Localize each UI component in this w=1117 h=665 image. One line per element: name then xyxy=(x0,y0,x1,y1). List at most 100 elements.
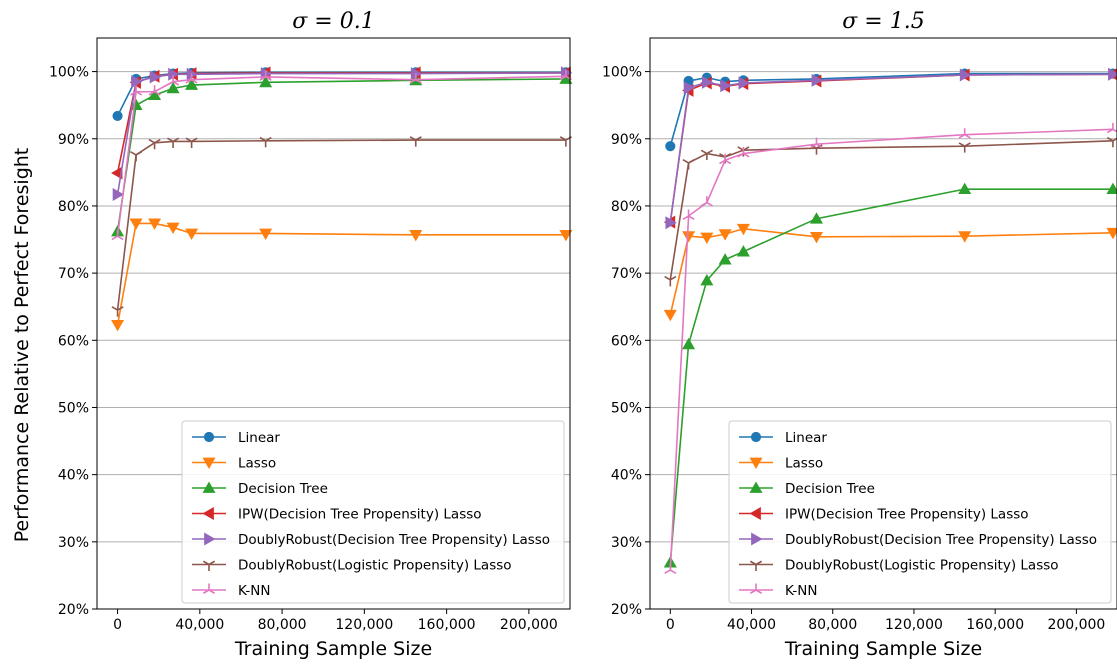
data-point xyxy=(1106,136,1117,148)
series-lasso xyxy=(111,218,573,332)
legend-marker xyxy=(749,560,763,571)
data-point xyxy=(149,70,162,84)
legend: Linear Lasso Decision Tree IPW(Decision Tre… xyxy=(181,420,565,604)
x-tick-label: 80,000 xyxy=(808,617,857,633)
data-point xyxy=(259,228,273,240)
chart-title: σ = 0.1 xyxy=(292,9,374,34)
data-point xyxy=(665,141,676,152)
data-point xyxy=(185,137,198,148)
data-point xyxy=(682,231,696,243)
series-line xyxy=(116,139,566,311)
data-point xyxy=(720,79,732,93)
data-point xyxy=(111,229,124,241)
legend-marker xyxy=(751,532,763,546)
legend-label: Lasso xyxy=(238,456,276,472)
data-point xyxy=(559,229,573,242)
y-tick-label: 40% xyxy=(611,468,642,484)
data-point xyxy=(809,231,823,244)
legend-marker xyxy=(202,560,216,571)
legend-marker xyxy=(202,507,214,520)
data-point xyxy=(958,182,972,195)
data-point xyxy=(186,67,199,81)
data-point xyxy=(129,218,143,230)
legend-box xyxy=(181,420,565,604)
data-point xyxy=(129,98,143,111)
series-line xyxy=(116,72,566,195)
x-tick-label: 0 xyxy=(666,617,675,633)
legend-label: IPW(Decision Tree Propensity) Lasso xyxy=(238,507,482,523)
data-point xyxy=(185,73,198,84)
y-tick-label: 90% xyxy=(611,132,642,148)
data-point xyxy=(111,306,124,317)
legend-marker xyxy=(749,507,761,520)
legend-label: K-NN xyxy=(238,583,271,599)
data-point xyxy=(185,78,199,90)
data-point xyxy=(700,196,713,207)
data-point xyxy=(1106,122,1117,134)
series-line xyxy=(669,73,1113,223)
y-tick-label: 70% xyxy=(611,266,642,282)
data-point xyxy=(959,68,972,82)
data-point xyxy=(958,128,971,139)
data-point xyxy=(409,136,422,147)
plot-frame xyxy=(649,37,1117,610)
data-point xyxy=(811,73,823,87)
legend-label: Decision Tree xyxy=(785,481,875,497)
data-point xyxy=(410,67,423,81)
series-line xyxy=(669,128,1113,571)
data-point xyxy=(682,209,695,220)
y-tick-label: 80% xyxy=(611,199,642,215)
legend-item-linear: Linear xyxy=(739,430,827,446)
x-axis-label: Training Sample Size xyxy=(784,638,982,660)
data-point xyxy=(736,245,750,257)
y-tick-label: 50% xyxy=(58,400,89,416)
legend-label: Decision Tree xyxy=(238,481,328,497)
data-point xyxy=(166,222,180,234)
legend-marker xyxy=(750,431,762,443)
data-point xyxy=(148,138,161,150)
x-tick-label: 160,000 xyxy=(966,617,1024,633)
y-tick-label: 100% xyxy=(602,65,642,81)
legend-item-k-nn: K-NN xyxy=(192,583,271,599)
series-doublyrobust-decision-tree-propensity-lasso xyxy=(112,66,573,202)
data-point xyxy=(718,229,732,241)
legend-box xyxy=(728,420,1112,604)
data-point xyxy=(958,231,972,243)
data-point xyxy=(665,216,677,230)
data-point xyxy=(719,153,732,165)
data-point xyxy=(736,223,750,236)
data-point xyxy=(700,149,713,161)
y-tick-label: 60% xyxy=(611,333,642,349)
legend-marker xyxy=(204,532,216,546)
data-point xyxy=(700,274,714,286)
series-line xyxy=(116,75,566,237)
data-point xyxy=(130,150,143,162)
data-point xyxy=(810,137,823,149)
x-tick-label: 40,000 xyxy=(727,617,776,633)
legend-marker xyxy=(202,457,216,469)
legend-item-lasso: Lasso xyxy=(739,456,823,472)
x-tick-label: 200,000 xyxy=(1047,617,1105,633)
series-line xyxy=(669,188,1113,563)
x-tick-label: 80,000 xyxy=(258,617,307,633)
data-point xyxy=(168,67,180,81)
legend-marker xyxy=(203,431,215,443)
y-tick-label: 80% xyxy=(58,199,89,215)
data-point xyxy=(259,136,272,148)
x-tick-label: 200,000 xyxy=(500,617,558,633)
data-point xyxy=(664,275,677,287)
legend-item-doublyrobust-logistic-propensity-lasso: DoublyRobust(Logistic Propensity) Lasso xyxy=(192,558,512,574)
x-tick-label: 40,000 xyxy=(175,617,224,633)
y-tick-label: 90% xyxy=(58,132,89,148)
legend-label: Linear xyxy=(238,430,280,446)
series-doublyrobust-logistic-propensity-lasso xyxy=(111,136,572,317)
legend-marker xyxy=(749,583,763,594)
y-tick-label: 70% xyxy=(58,266,89,282)
legend-item-decision-tree: Decision Tree xyxy=(192,481,328,497)
series-line xyxy=(669,227,1113,315)
y-axis-label: Performance Relative to Perfect Foresigh… xyxy=(11,148,33,543)
y-tick-label: 20% xyxy=(58,602,89,618)
x-axis-label: Training Sample Size xyxy=(234,638,432,660)
